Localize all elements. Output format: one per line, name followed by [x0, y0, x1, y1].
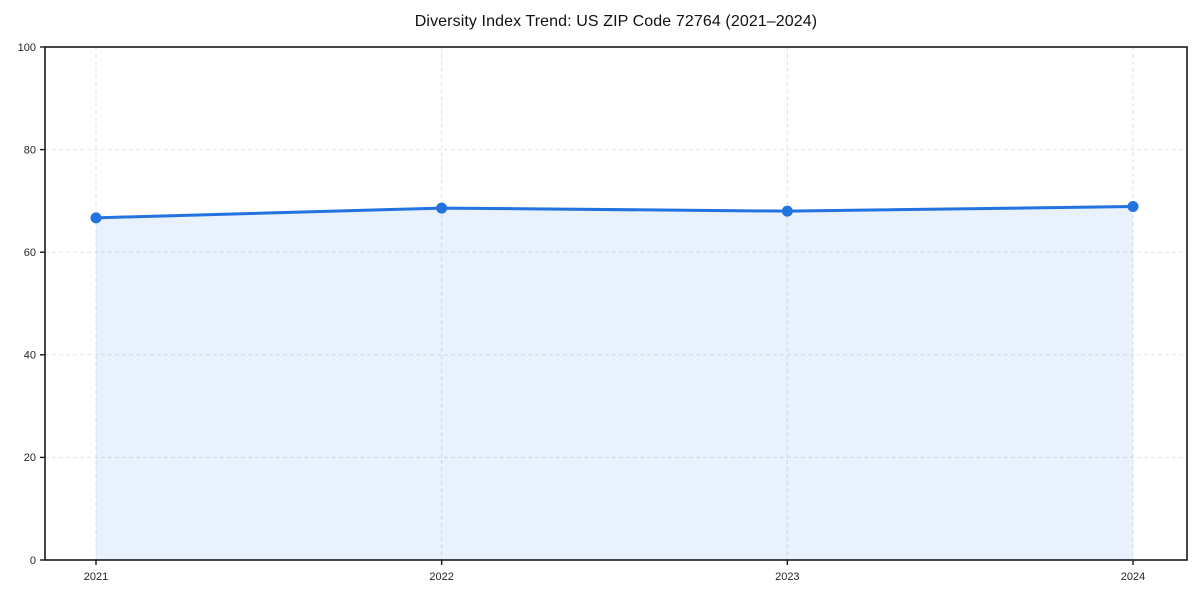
- trend-line: [94, 205, 1135, 220]
- y-tick-label: 80: [24, 144, 36, 156]
- y-tick-label: 20: [24, 452, 36, 464]
- data-point-2023: [781, 205, 793, 217]
- y-tick-label: 40: [24, 350, 36, 362]
- x-tick-label: 2022: [429, 571, 453, 583]
- chart-title: Diversity Index Trend: US ZIP Code 72764…: [414, 13, 818, 30]
- data-point-2022: [436, 202, 448, 214]
- x-tick-label: 2024: [1121, 571, 1145, 583]
- x-tick-label: 2023: [775, 571, 799, 583]
- y-tick-label: 0: [30, 555, 36, 567]
- plot-box: [44, 46, 1188, 561]
- data-point-2021: [90, 212, 102, 224]
- area-fill: [96, 206, 1133, 560]
- x-tick-label: 2021: [84, 571, 108, 583]
- data-point-2024: [1127, 201, 1139, 213]
- y-tick-label: 60: [24, 247, 36, 259]
- y-tick-label: 100: [18, 42, 36, 54]
